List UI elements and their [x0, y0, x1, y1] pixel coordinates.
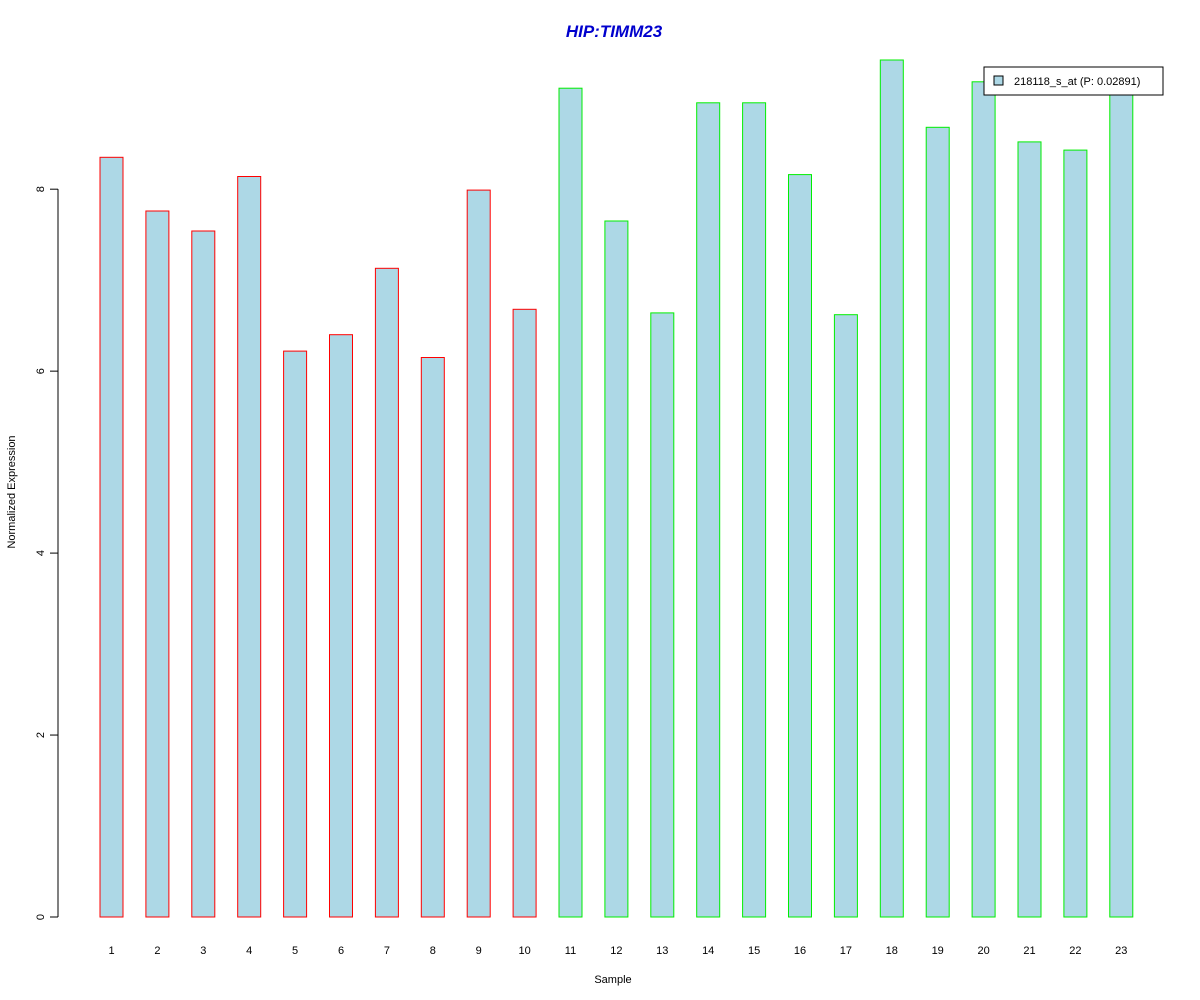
- x-tick-label: 16: [794, 945, 806, 957]
- y-tick-label: 2: [35, 732, 47, 738]
- bar-sample-14: [696, 102, 721, 918]
- bar-sample-5: [283, 350, 308, 918]
- x-tick-label: 17: [840, 945, 852, 957]
- bar-sample-2: [145, 210, 170, 918]
- bar-sample-4: [237, 176, 262, 918]
- legend: 218118_s_at (P: 0.02891): [983, 66, 1164, 96]
- x-tick-label: 2: [154, 945, 160, 957]
- legend-swatch: [993, 75, 1004, 86]
- bar-sample-16: [788, 174, 812, 918]
- x-tick-label: 13: [656, 945, 668, 957]
- x-tick-label: 7: [384, 945, 390, 957]
- y-tick-label: 6: [35, 368, 47, 374]
- x-tick-label: 14: [702, 945, 714, 957]
- bar-sample-19: [925, 126, 950, 918]
- y-tick-label: 8: [35, 186, 47, 192]
- y-axis-label: Normalized Expression: [6, 435, 18, 548]
- y-axis: 0 2 4 6 8: [35, 186, 59, 920]
- bar-sample-12: [604, 220, 629, 918]
- bar-sample-23: [1109, 90, 1134, 918]
- legend-label: 218118_s_at (P: 0.02891): [1014, 76, 1140, 88]
- bar-sample-17: [833, 314, 858, 918]
- bar-sample-1: [99, 156, 124, 918]
- y-tick-label: 0: [35, 914, 47, 920]
- x-axis-label: Sample: [594, 974, 631, 986]
- bar-sample-21: [1017, 141, 1042, 918]
- x-tick-label: 6: [338, 945, 344, 957]
- x-tick-label: 15: [748, 945, 760, 957]
- x-tick-label: 18: [886, 945, 898, 957]
- x-tick-label: 19: [932, 945, 944, 957]
- bar-sample-9: [466, 189, 491, 918]
- bar-sample-15: [742, 102, 767, 918]
- bars-group: [99, 59, 1134, 918]
- bar-sample-22: [1063, 149, 1088, 918]
- x-tick-label: 22: [1069, 945, 1081, 957]
- bar-sample-6: [329, 334, 353, 918]
- bar-sample-13: [650, 312, 675, 918]
- x-tick-label: 8: [430, 945, 436, 957]
- bar-sample-18: [879, 59, 904, 918]
- x-tick-label: 20: [977, 945, 989, 957]
- x-tick-label: 12: [610, 945, 622, 957]
- legend-box: [983, 66, 1164, 96]
- x-tick-label: 11: [565, 945, 576, 957]
- bar-sample-7: [374, 267, 399, 918]
- x-tick-label: 4: [246, 945, 252, 957]
- bar-sample-11: [558, 87, 583, 918]
- x-tick-label: 9: [476, 945, 482, 957]
- x-tick-label: 3: [200, 945, 206, 957]
- bar-sample-20: [971, 81, 996, 918]
- bar-sample-8: [420, 357, 445, 918]
- x-tick-label: 23: [1115, 945, 1127, 957]
- x-tick-labels: 1 2 3 4 5 6 7 8 9 10 11 12 13 14 15 16 17 18 19 20 21 22 23: [108, 945, 1127, 957]
- bar-sample-10: [512, 308, 537, 918]
- x-tick-label: 21: [1023, 945, 1035, 957]
- x-tick-label: 1: [108, 945, 114, 957]
- chart-title: HIP:TIMM23: [566, 22, 663, 41]
- y-tick-label: 4: [35, 550, 47, 556]
- bar-sample-3: [191, 230, 216, 918]
- x-tick-label: 10: [518, 945, 530, 957]
- x-tick-label: 5: [292, 945, 298, 957]
